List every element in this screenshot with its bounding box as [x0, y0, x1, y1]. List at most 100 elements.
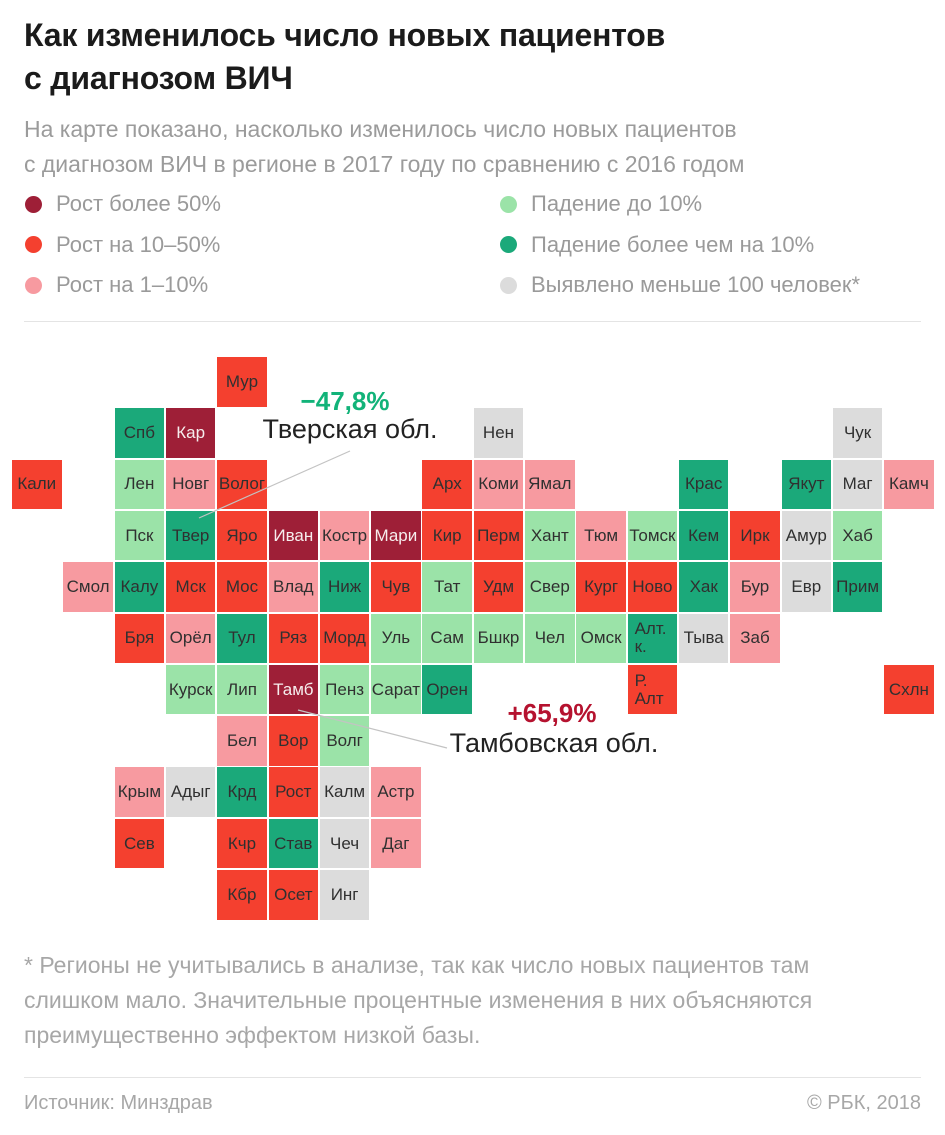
region-tile: Астр — [371, 767, 421, 817]
legend-dot-teal — [500, 236, 517, 254]
region-tile: Кчр — [217, 818, 267, 869]
top-divider — [24, 321, 921, 322]
region-tile: Пенз — [319, 664, 370, 715]
region-tile: Кали — [12, 459, 62, 510]
region-tile: Орёл — [165, 613, 216, 664]
region-tile: Томск — [627, 510, 678, 561]
annotation-region-label: Тамбовская обл. — [449, 728, 659, 758]
bottom-divider — [24, 1077, 921, 1078]
region-tile: Алт. к. — [627, 613, 678, 664]
region-tile: Омск — [576, 613, 626, 664]
region-tile: Перм — [473, 510, 524, 561]
region-tile: Тат — [422, 562, 472, 612]
region-tile: Якут — [781, 459, 832, 510]
region-tile: Заб — [730, 613, 780, 664]
footnote-line-1: * Регионы не учитывались в анализе, так … — [24, 952, 810, 978]
region-tile: Твер — [165, 510, 216, 561]
legend-label-teal: Падение более чем на 10% — [531, 231, 815, 257]
subtitle: На карте показано, насколько изменилось … — [24, 112, 744, 182]
region-tile: Инг — [319, 870, 370, 920]
region-tile: Бел — [217, 716, 267, 766]
region-tile: Крд — [217, 767, 267, 817]
region-tile: Бур — [730, 562, 780, 612]
region-tile: Кург — [576, 562, 626, 612]
region-tile: Став — [268, 818, 319, 869]
region-tile: Смол — [63, 562, 113, 612]
region-tile: Евр — [781, 562, 832, 612]
legend-item-red: Рост на 10–50% — [25, 232, 220, 258]
region-tile: Рост — [268, 767, 319, 817]
region-tile: Чеч — [319, 818, 370, 869]
region-tile: Лип — [217, 664, 267, 715]
region-tile: Морд — [319, 613, 370, 664]
region-tile: Ново — [627, 562, 678, 612]
region-tile: Тюм — [576, 510, 626, 561]
annotation-value: +65,9% — [507, 698, 597, 728]
region-tile: Амур — [781, 510, 832, 561]
title-line-1: Как изменилось число новых пациентов — [24, 17, 666, 53]
region-tile: Влад — [268, 562, 319, 612]
region-tile: Ряз — [268, 613, 319, 664]
region-tile: Тамб — [268, 664, 319, 715]
region-tile: Адыг — [165, 767, 216, 817]
region-tile: Ямал — [525, 459, 575, 510]
footnote-line-2: слишком мало. Значительные процентные из… — [24, 987, 813, 1013]
region-tile: Крас — [678, 459, 729, 510]
region-tile: Волг — [319, 716, 370, 766]
legend-dot-pink — [25, 276, 42, 294]
legend-dot-gray — [500, 276, 517, 294]
region-tile: Уль — [371, 613, 421, 664]
region-tile: Пск — [114, 510, 165, 561]
legend-item-lightgreen: Падение до 10% — [500, 191, 702, 217]
region-tile: Коми — [473, 459, 524, 510]
region-tile: Кир — [422, 510, 472, 561]
region-tile: Чел — [525, 613, 575, 664]
legend-item-teal: Падение более чем на 10% — [500, 232, 814, 258]
region-tile: Ниж — [319, 562, 370, 612]
region-tile: Лен — [114, 459, 165, 510]
region-tile: Даг — [371, 818, 421, 869]
region-tile: Мур — [217, 357, 267, 407]
region-tile: Р. Алт — [627, 664, 678, 715]
footnote-line-3: преимущественно эффектом низкой базы. — [24, 1022, 481, 1048]
legend-label-lightgreen: Падение до 10% — [531, 191, 703, 216]
region-tile: Сарат — [371, 664, 421, 715]
region-tile: Прим — [832, 562, 883, 612]
region-tile: Ирк — [730, 510, 780, 561]
legend-dot-darkred — [25, 195, 42, 213]
annotation-value: −47,8% — [300, 386, 390, 416]
region-tile: Сам — [422, 613, 472, 664]
region-tile: Иван — [268, 510, 319, 561]
subtitle-line-2: с диагнозом ВИЧ в регионе в 2017 году по… — [24, 151, 745, 177]
region-tile: Крым — [114, 767, 165, 817]
legend-label-pink: Рост на 1–10% — [56, 272, 209, 298]
legend-label-red: Рост на 10–50% — [56, 231, 221, 257]
region-tile: Кбр — [217, 870, 267, 920]
region-tile: Осет — [268, 870, 319, 920]
region-tile: Тул — [217, 613, 267, 664]
copyright: © РБК, 2018 — [806, 1092, 921, 1114]
region-tile: Яро — [217, 510, 267, 561]
source-credit: Источник: Минздрав — [24, 1092, 213, 1114]
region-tile: Хак — [678, 562, 729, 612]
region-tile: Спб — [114, 408, 165, 458]
region-tile: Калу — [114, 562, 165, 612]
annotation-region-label: Тверская обл. — [262, 414, 438, 444]
footnote: * Регионы не учитывались в анализе, так … — [24, 948, 929, 1053]
region-tile: Бшкр — [473, 613, 524, 664]
legend-dot-lightgreen — [500, 195, 517, 213]
region-tile: Чук — [832, 408, 883, 458]
region-tile: Мск — [165, 562, 216, 612]
region-tile: Маг — [832, 459, 883, 510]
region-tile: Волог — [217, 459, 267, 510]
region-tile: Арх — [422, 459, 472, 510]
legend-label-darkred: Рост более 50% — [56, 191, 221, 216]
region-tile: Камч — [884, 459, 934, 510]
region-tile: Схлн — [884, 664, 934, 715]
region-tile: Удм — [473, 562, 524, 612]
legend-item-darkred: Рост более 50% — [25, 191, 221, 217]
region-tile: Хант — [525, 510, 575, 561]
region-tile: Кар — [165, 408, 216, 458]
region-tile: Костр — [319, 510, 370, 561]
region-tile: Кем — [678, 510, 729, 561]
